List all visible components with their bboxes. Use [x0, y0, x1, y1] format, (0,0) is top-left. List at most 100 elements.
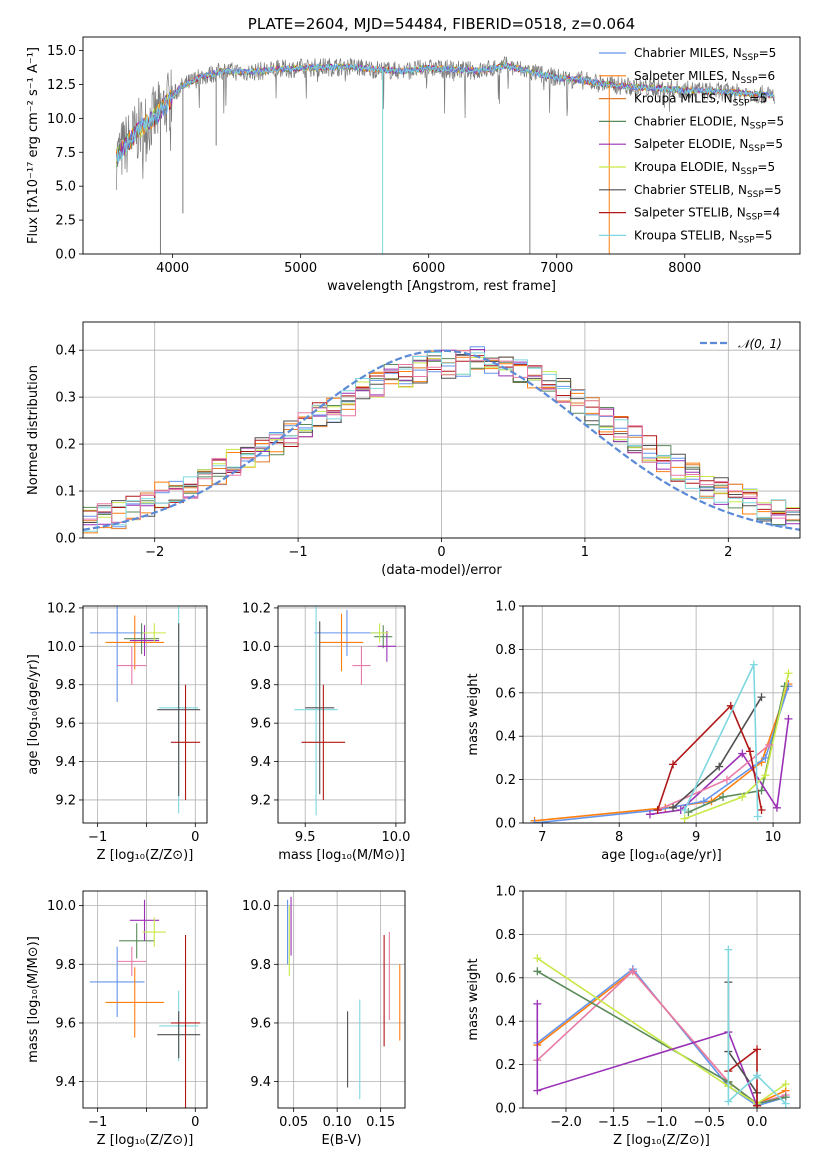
y-tick-label: 10.0 — [242, 640, 271, 655]
weight-marker — [784, 714, 793, 723]
y-axis-label: mass weight — [466, 958, 481, 1040]
y-tick-label: 0.4 — [495, 1015, 516, 1030]
x-tick-label: −1 — [88, 830, 107, 845]
legend-label: Chabrier STELIB, N — [634, 183, 747, 197]
legend-suffix: =5 — [766, 114, 784, 128]
weight-marker — [749, 660, 758, 669]
x-tick-label: 5000 — [284, 261, 317, 276]
weight-marker — [753, 1101, 762, 1108]
weight-marker — [781, 1099, 790, 1108]
y-axis-label: age [log₁₀(age/yr)] — [26, 654, 41, 775]
legend-suffix: =5 — [765, 137, 783, 151]
legend-entry: Kroupa STELIB, NSSP=5 — [634, 228, 772, 245]
plot-area — [294, 606, 396, 816]
weight-marker — [772, 803, 781, 812]
x-tick-label: 6000 — [412, 261, 445, 276]
x-tick-label: 4000 — [156, 261, 189, 276]
axes-frame — [82, 605, 208, 824]
weight-marker — [724, 1097, 733, 1106]
weight-marker — [738, 749, 747, 758]
weight-marker — [719, 792, 728, 801]
legend-label: Salpeter STELIB, N — [634, 206, 746, 220]
x-tick-label: 7 — [538, 830, 546, 845]
x-tick-label: 0 — [191, 1115, 199, 1130]
plot-area — [83, 346, 800, 534]
legend-suffix: =6 — [757, 69, 775, 83]
weight-marker — [738, 792, 747, 801]
x-tick-label: 0.10 — [323, 1115, 352, 1130]
legend-entry: Kroupa ELODIE, NSSP=5 — [634, 160, 775, 177]
legend-suffix: =5 — [764, 183, 782, 197]
y-tick-label: 5.0 — [55, 180, 76, 195]
axes-frame — [522, 890, 801, 1109]
weight-marker — [699, 797, 708, 806]
y-tick-label: 2.5 — [55, 214, 76, 229]
x-axis-label: Z [log₁₀(Z/Z⊙)] — [97, 1133, 194, 1148]
x-tick-label: 0.05 — [279, 1115, 308, 1130]
weight-marker — [753, 812, 762, 821]
weight-line-chabrier_elodie — [536, 970, 786, 1105]
x-tick-label: 1 — [581, 545, 589, 560]
y-tick-label: 9.6 — [250, 1016, 271, 1031]
y-tick-label: 10.0 — [47, 640, 76, 655]
y-axis-label: mass [log₁₀(M/M⊙)] — [26, 936, 41, 1063]
weight-marker — [645, 810, 654, 819]
plot-area — [533, 945, 790, 1108]
y-tick-label: 0.0 — [495, 817, 516, 832]
y-tick-label: 0.2 — [495, 1058, 516, 1073]
legend-entry: Chabrier STELIB, NSSP=5 — [634, 183, 782, 200]
weight-line-salpeter_elodie — [536, 1003, 758, 1107]
x-tick-label: −1 — [88, 1115, 107, 1130]
histogram-step-pink — [83, 350, 800, 523]
y-tick-label: 0.2 — [55, 438, 76, 453]
y-tick-label: 9.4 — [55, 1075, 76, 1090]
y-tick-label: 12.5 — [47, 78, 76, 93]
y-tick-label: 9.6 — [55, 1016, 76, 1031]
chart-title: PLATE=2604, MJD=54484, FIBERID=0518, z=0… — [248, 15, 635, 33]
legend-label: Kroupa ELODIE, N — [634, 160, 741, 174]
weight-marker — [745, 747, 754, 756]
x-tick-label: −0.5 — [693, 1115, 725, 1130]
x-tick-label: −1.0 — [646, 1115, 678, 1130]
x-axis-label: age [log₁₀(age/yr)] — [601, 848, 722, 863]
weight-marker — [669, 760, 678, 769]
legend-label: Chabrier ELODIE, N — [634, 114, 750, 128]
panel-age_vs_mass: 9.5 10.0 9.2 9.4 9.6 9.8 10.0 10.2 mass [log₁₀(M… — [242, 601, 410, 863]
y-tick-label: 0.0 — [55, 248, 76, 263]
axes-frame — [82, 321, 801, 539]
weight-marker — [533, 999, 542, 1008]
x-tick-label: 0.0 — [747, 1115, 768, 1130]
histogram-step-kroupa_stelib — [83, 352, 800, 532]
y-tick-label: 9.8 — [250, 958, 271, 973]
x-axis-label: (data-model)/error — [381, 563, 502, 578]
plot-area — [530, 660, 793, 823]
legend-subscript: SSP — [750, 121, 767, 131]
y-axis-label: mass weight — [466, 673, 481, 755]
y-tick-label: 9.4 — [250, 1075, 271, 1090]
axes-frame — [522, 605, 801, 824]
y-tick-label: 9.8 — [55, 678, 76, 693]
weight-marker — [530, 819, 539, 823]
x-tick-label: 0 — [437, 545, 445, 560]
legend-subscript: SSP — [741, 76, 758, 86]
weight-marker — [784, 669, 793, 678]
legend-entry: Salpeter MILES, NSSP=6 — [634, 69, 775, 86]
x-tick-label: 9.5 — [295, 830, 316, 845]
y-tick-label: 0.3 — [55, 391, 76, 406]
panel-weight_vs_age: 7 8 9 10 0.0 0.2 0.4 0.6 0.8 1.0 age [log₁₀(age/yr… — [466, 600, 801, 863]
legend-subscript: SSP — [742, 53, 759, 63]
x-tick-label: −2 — [145, 545, 164, 560]
weight-marker — [753, 1071, 762, 1080]
y-tick-label: 10.2 — [47, 601, 76, 616]
panel-age_vs_Z: −1 0 9.2 9.4 9.6 9.8 10.0 10.2 Z [log₁₀(Z/Z⊙)] ag… — [26, 601, 208, 863]
legend-suffix: =4 — [763, 206, 781, 220]
weight-marker — [669, 803, 678, 812]
y-tick-label: 9.2 — [250, 793, 271, 808]
y-tick-label: 9.8 — [55, 958, 76, 973]
x-axis-label: Z [log₁₀(Z/Z⊙)] — [97, 848, 194, 863]
legend-subscript: SSP — [738, 235, 755, 245]
x-tick-label: 0 — [191, 830, 199, 845]
legend-subscript: SSP — [747, 190, 764, 200]
weight-line-kroupa_elodie — [536, 957, 787, 1105]
